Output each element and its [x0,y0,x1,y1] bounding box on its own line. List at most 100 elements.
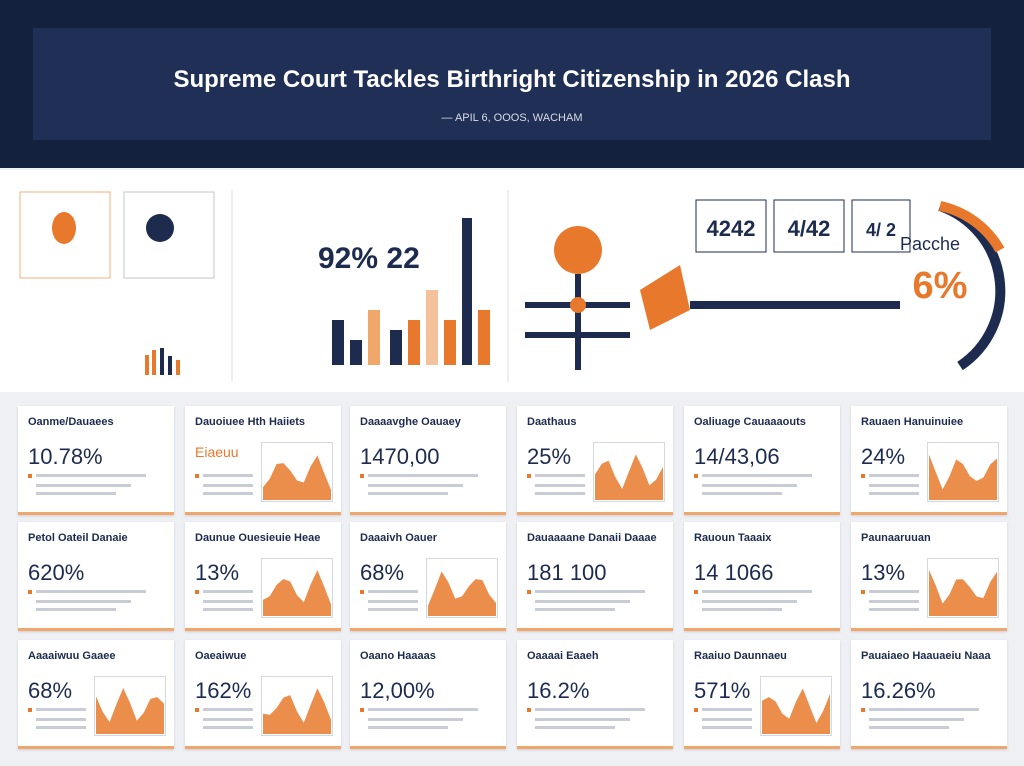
text-line [869,708,979,711]
chart-value: 92% 22 [318,242,420,275]
text-line [535,726,615,729]
card-value: 68% [28,678,73,703]
card-title: Daaaivh Oauer [360,532,438,544]
stat-card: Oaliuage Cauaaaouts 14/43,06 [684,406,840,515]
text-line [36,718,86,721]
text-line [702,718,752,721]
bullet [861,590,865,594]
text-line [36,608,116,611]
bullet [195,708,199,712]
bullet [694,590,698,594]
text-line [869,608,919,611]
text-line [368,708,478,711]
text-line [368,484,463,487]
text-line [702,708,752,711]
mini-chart [426,558,498,618]
gauge-value: 6% [913,265,968,307]
stat-card: Oaano Haaaas 12,00% [350,640,506,749]
bullet [360,590,364,594]
mini-area [263,455,331,500]
bullet [195,474,199,478]
card-value: 162% [195,678,252,703]
icon [146,214,174,242]
card-title: Oaaaai Eaaeh [527,650,599,662]
card-value: 12,00% [360,678,435,703]
text-line [203,474,253,477]
text-line [368,600,418,603]
mini-frame [927,558,999,618]
text-line [869,474,919,477]
bullet [527,590,531,594]
card-value: 181 100 [527,560,607,585]
icon [52,212,76,244]
card-title: Paunaaruuan [861,532,931,544]
text-line [702,590,812,593]
card-value: 68% [360,560,405,585]
text-line [702,474,812,477]
card-title: Raaiuo Daunnaeu [694,650,787,662]
text-line [869,590,919,593]
mini-frame [760,676,832,736]
mini-area [263,570,331,616]
text-line [36,726,86,729]
card-value: 16.26% [861,678,936,703]
text-line [368,718,463,721]
mini-chart [593,442,665,502]
card-title: Oaeaiwue [195,650,247,662]
bullet [360,474,364,478]
card-title: Dauoiuee Hth Haiiets [195,416,306,428]
mini-bars [145,350,180,375]
stat-card: Oaeaiwue 162% [185,640,341,749]
card-value: 620% [28,560,85,585]
stat-card: Paunaaruuan 13% [851,522,1007,631]
stat-value: 4/ 2 [866,220,896,240]
mini-frame [94,676,166,736]
text-line [36,590,146,593]
stat-card: Rauoun Taaaix 14 1066 [684,522,840,631]
header: Supreme Court Tackles Birthright Citizen… [0,0,1024,168]
text-line [702,600,797,603]
text-line [203,590,253,593]
stat-boxes [695,199,911,253]
mini-area [428,571,496,616]
mini-chart [760,676,832,736]
stat-card: Dauaaaane Danaii Daaae 181 100 [517,522,673,631]
bullet [360,708,364,712]
stat-card: Dauoiuee Hth Haiiets Eiaeuu [185,406,341,515]
card-value: 10.78% [28,444,103,469]
stat-card: Daaaivh Oauer 68% [350,522,506,631]
text-line [535,492,585,495]
card-value: Eiaeuu [195,444,239,460]
text-line [368,492,448,495]
text-line [535,718,630,721]
bullet [861,474,865,478]
mini-frame [426,558,498,618]
text-line [36,492,116,495]
mini-frame [261,558,333,618]
card-title: Dauaaaane Danaii Daaae [527,532,657,544]
text-line [203,492,253,495]
bullet [861,708,865,712]
mini-area [96,688,164,734]
mini-frame [593,442,665,502]
text-line [36,708,86,711]
mini-chart [261,676,333,736]
bullet [527,474,531,478]
stat-value: 4242 [707,216,756,241]
card-value: 1470,00 [360,444,440,469]
card-title: Oanme/Dauaees [28,416,114,428]
mini-chart [261,558,333,618]
mini-chart [927,442,999,502]
text-line [203,718,253,721]
text-line [535,608,615,611]
stat-card: Petol Oateil Danaie 620% [18,522,174,631]
text-line [869,484,919,487]
bullet [195,590,199,594]
text-line [203,726,253,729]
bullet [28,708,32,712]
text-line [36,600,131,603]
stat-card: Daaaavghe Oauaey 1470,00 [350,406,506,515]
text-line [869,718,964,721]
card-title: Rauaen Hanuinuiee [861,416,964,428]
mini-area [929,454,997,500]
